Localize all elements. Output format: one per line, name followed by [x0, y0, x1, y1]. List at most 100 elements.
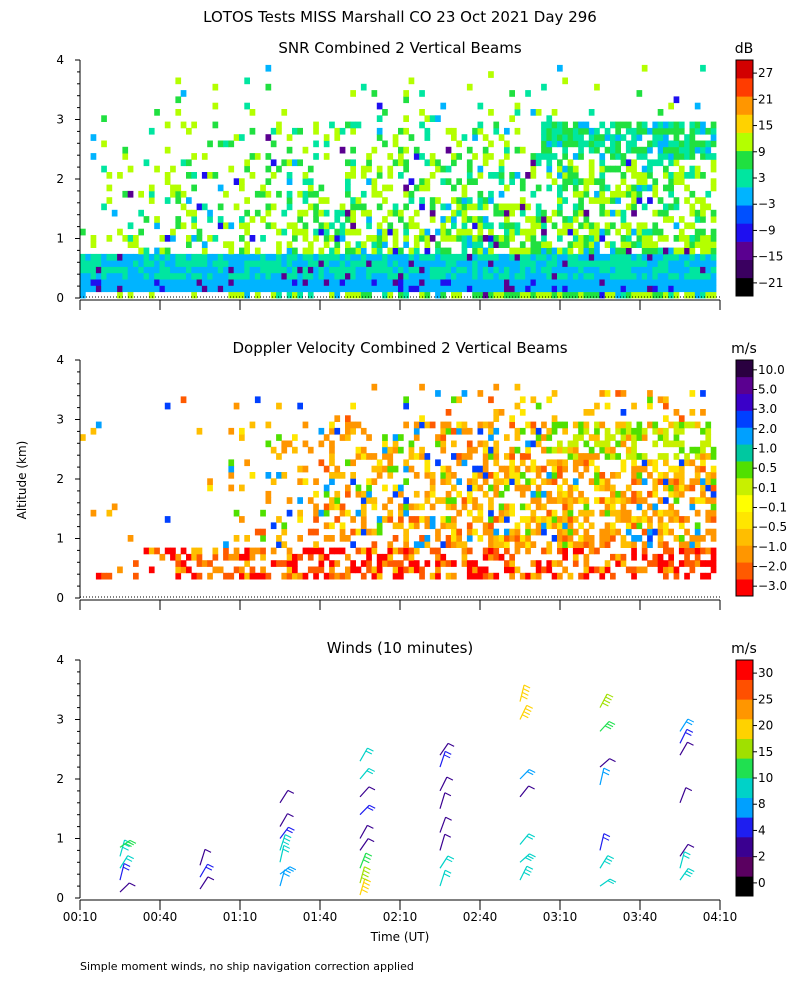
snr-cell — [143, 247, 150, 255]
doppler-cell — [625, 522, 632, 530]
snr-cell — [477, 272, 484, 280]
snr-cell — [297, 260, 303, 267]
snr-cell — [451, 153, 457, 160]
doppler-cell — [323, 465, 330, 473]
doppler-cell — [541, 547, 547, 555]
doppler-cell — [472, 528, 478, 536]
snr-cell — [705, 235, 712, 242]
snr-cell — [186, 159, 192, 167]
y-tick-label: 0 — [56, 291, 64, 305]
snr-cell — [477, 121, 484, 129]
doppler-cell — [355, 566, 362, 574]
doppler-cell — [345, 535, 351, 542]
y-tick-label: 1 — [56, 832, 64, 846]
snr-cell — [297, 266, 303, 274]
snr-cell — [392, 260, 399, 267]
snr-cell — [477, 235, 484, 242]
snr-cell — [408, 272, 415, 280]
snr-cell — [546, 115, 553, 122]
snr-cell — [541, 140, 547, 148]
snr-cell — [641, 228, 648, 236]
snr-cell — [408, 285, 415, 293]
snr-cell — [498, 285, 505, 293]
y-tick-label: 3 — [56, 113, 64, 127]
doppler-cell — [350, 516, 356, 523]
snr-cell — [498, 190, 505, 198]
doppler-cell — [403, 541, 409, 548]
snr-cell — [122, 190, 129, 198]
doppler-cell — [451, 572, 457, 580]
snr-cell — [625, 279, 632, 286]
snr-cell — [657, 159, 664, 167]
doppler-cell — [541, 465, 547, 473]
snr-cell — [557, 235, 563, 242]
snr-cell — [652, 279, 659, 286]
snr-cell — [424, 253, 431, 261]
doppler-cell — [413, 560, 420, 567]
snr-cell — [583, 291, 590, 299]
snr-cell — [493, 235, 500, 242]
snr-cell — [265, 279, 272, 286]
snr-cell — [207, 172, 213, 179]
doppler-cell — [440, 427, 447, 435]
snr-cell — [382, 260, 388, 267]
doppler-cell — [525, 572, 531, 580]
wind-barb — [359, 852, 373, 869]
doppler-cell — [694, 522, 701, 530]
doppler-cell — [583, 535, 590, 542]
snr-cell — [498, 165, 505, 173]
snr-cell — [546, 165, 553, 173]
snr-cell — [233, 291, 240, 299]
doppler-cell — [631, 453, 637, 460]
snr-cell — [239, 260, 245, 267]
doppler-cell — [509, 503, 515, 511]
snr-cell — [567, 178, 574, 185]
snr-cell — [212, 272, 219, 280]
snr-cell — [101, 203, 107, 211]
snr-cell — [615, 121, 621, 129]
snr-cell — [594, 127, 600, 135]
doppler-cell — [572, 440, 579, 448]
doppler-cell — [625, 541, 632, 548]
snr-cell — [588, 272, 595, 280]
doppler-cell — [398, 509, 404, 517]
doppler-cell — [334, 465, 341, 473]
doppler-cell — [297, 497, 303, 504]
snr-cell — [615, 266, 621, 274]
doppler-cell — [678, 446, 685, 454]
doppler-cell — [350, 472, 356, 479]
colorbar-tick-label: −9 — [758, 223, 776, 237]
doppler-cell — [535, 503, 542, 511]
doppler-cell — [392, 434, 399, 441]
snr-cell — [567, 159, 574, 167]
doppler-cell — [551, 465, 558, 473]
snr-cell — [530, 190, 537, 198]
snr-cell — [101, 253, 107, 261]
doppler-cell — [180, 560, 187, 567]
snr-cell — [360, 266, 367, 274]
snr-cell — [170, 272, 176, 280]
snr-cell — [700, 228, 706, 236]
wind-barb — [199, 863, 214, 878]
snr-cell — [588, 260, 595, 267]
doppler-cell — [625, 446, 632, 454]
snr-cell — [525, 203, 531, 211]
snr-cell — [80, 272, 86, 280]
snr-cell — [610, 121, 616, 129]
snr-cell — [472, 253, 478, 261]
doppler-cell — [403, 497, 409, 504]
doppler-cell — [392, 484, 399, 492]
snr-cell — [228, 279, 235, 286]
snr-cell — [689, 134, 696, 141]
snr-cell — [466, 172, 473, 179]
snr-cell — [106, 272, 113, 280]
doppler-cell — [477, 465, 484, 473]
colorbar-swatch — [736, 444, 753, 462]
snr-cell — [541, 272, 547, 280]
snr-cell — [583, 241, 590, 248]
snr-cell — [625, 247, 632, 255]
doppler-cell — [424, 522, 431, 530]
doppler-cell — [376, 553, 383, 561]
doppler-cell — [578, 434, 584, 441]
doppler-cell — [636, 516, 643, 523]
